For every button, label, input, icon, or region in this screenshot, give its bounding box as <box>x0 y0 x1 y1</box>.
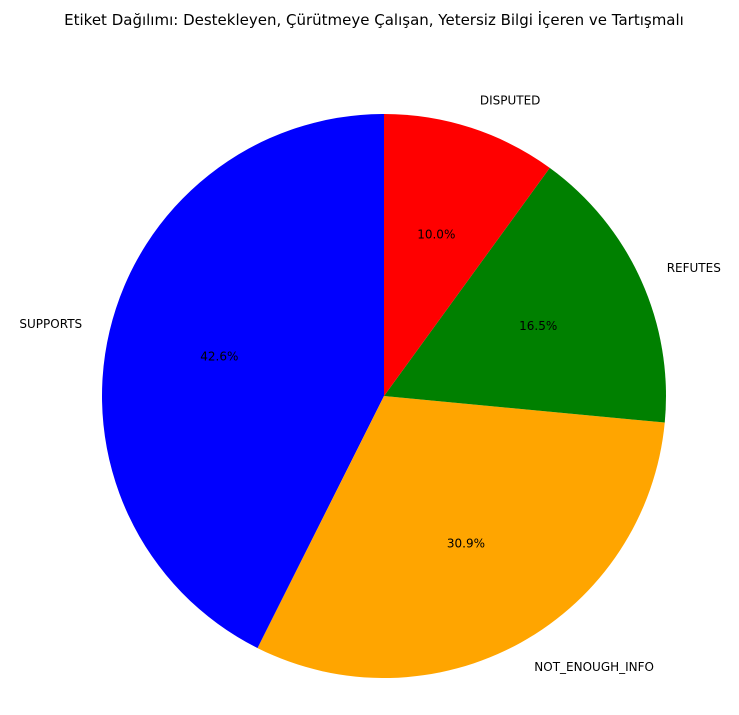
pie-slice-supports <box>102 114 384 649</box>
chart-title: Etiket Dağılımı: Destekleyen, Çürütmeye … <box>64 10 684 29</box>
slice-label-disputed: DISPUTED <box>480 93 541 107</box>
slice-label-refutes: REFUTES <box>667 261 721 275</box>
slice-label-supports: SUPPORTS <box>19 317 82 331</box>
slice-percent-refutes: 16.5% <box>519 319 557 333</box>
pie-slice-not-enough-info <box>257 396 665 678</box>
pie-slice-disputed <box>384 114 550 396</box>
slice-label-not-enough-info: NOT_ENOUGH_INFO <box>534 660 654 674</box>
pie-slices <box>102 114 666 678</box>
pie-slice-refutes <box>384 167 666 423</box>
slice-percent-not-enough-info: 30.9% <box>447 537 485 551</box>
slice-percent-disputed: 10.0% <box>417 228 455 242</box>
pie-labels: SUPPORTS 42.6% NOT_ENOUGH_INFO 30.9% REFUTES… <box>19 93 720 673</box>
slice-percent-supports: 42.6% <box>200 350 238 364</box>
